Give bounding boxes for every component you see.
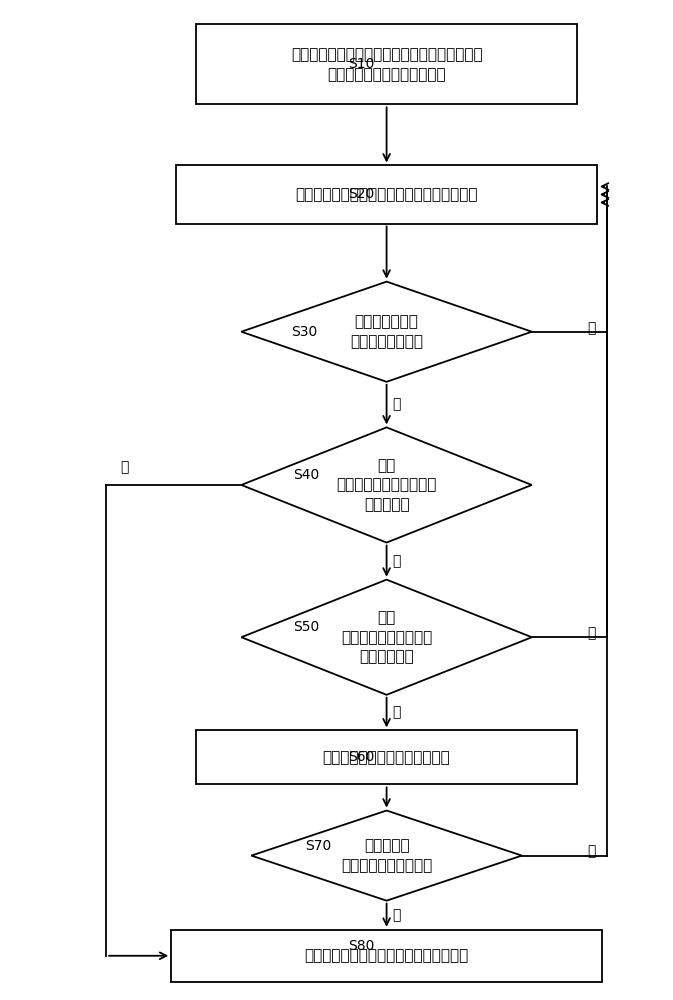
Text: S80: S80 xyxy=(349,939,375,953)
Bar xyxy=(176,165,597,224)
Bar xyxy=(171,930,602,982)
Polygon shape xyxy=(242,282,532,382)
Text: 是: 是 xyxy=(120,460,129,474)
Text: S40: S40 xyxy=(293,468,320,482)
Text: S20: S20 xyxy=(349,187,375,201)
Text: S30: S30 xyxy=(291,325,318,339)
Text: S50: S50 xyxy=(293,620,320,634)
Text: 控制室外风机运行第二预设时长: 控制室外风机运行第二预设时长 xyxy=(323,750,450,765)
Text: S70: S70 xyxy=(306,839,332,853)
Text: 是: 是 xyxy=(392,908,401,922)
Bar xyxy=(197,730,577,784)
Text: 检测压缩机
是否运行第三预设时长: 检测压缩机 是否运行第三预设时长 xyxy=(341,838,432,873)
Text: 是: 是 xyxy=(392,398,401,412)
Text: 退出所述控制逻辑，控制空调器正常运行: 退出所述控制逻辑，控制空调器正常运行 xyxy=(304,948,468,963)
Text: 否: 否 xyxy=(587,321,596,335)
Text: 否: 否 xyxy=(587,845,596,859)
Text: 判断排气过热度
是否小于预设阈值: 判断排气过热度 是否小于预设阈值 xyxy=(350,314,423,349)
Text: 否: 否 xyxy=(587,626,596,640)
Polygon shape xyxy=(242,580,532,695)
Text: 否: 否 xyxy=(392,554,401,568)
Text: S10: S10 xyxy=(349,57,375,71)
Bar xyxy=(197,24,577,104)
Text: 判断
排气压力是否大于第一
预设压力阈值: 判断 排气压力是否大于第一 预设压力阈值 xyxy=(341,610,432,665)
Polygon shape xyxy=(242,427,532,543)
Polygon shape xyxy=(251,811,522,901)
Text: 判断
排气压力是否大于第二预
设压力阈值: 判断 排气压力是否大于第二预 设压力阈值 xyxy=(336,458,437,512)
Text: 是: 是 xyxy=(392,706,401,720)
Text: 每间隔第一预设时长检测压缩机的排气过热度: 每间隔第一预设时长检测压缩机的排气过热度 xyxy=(295,187,478,202)
Text: 检测到室外环境温度小于预设温度时，控制压缩
机启动，并运行以下控制逻辑: 检测到室外环境温度小于预设温度时，控制压缩 机启动，并运行以下控制逻辑 xyxy=(291,47,483,82)
Text: S60: S60 xyxy=(349,750,375,764)
